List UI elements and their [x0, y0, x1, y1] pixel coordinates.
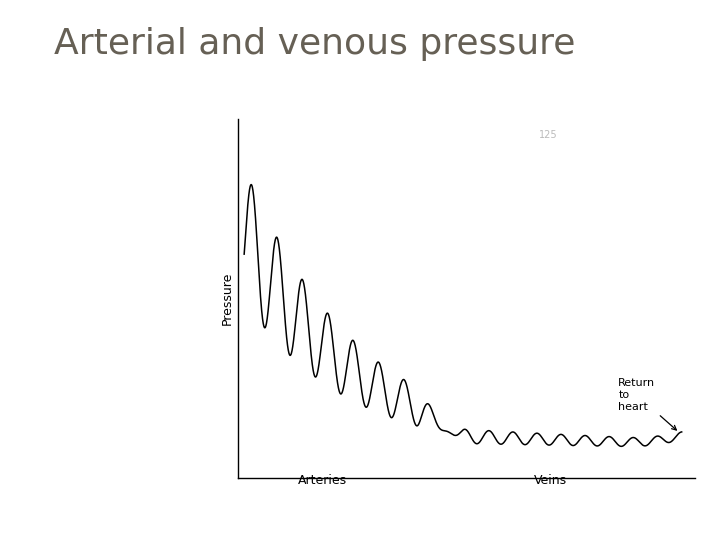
- Text: 125: 125: [539, 130, 558, 139]
- Text: Veins: Veins: [534, 474, 567, 487]
- Text: Arteries: Arteries: [298, 474, 348, 487]
- Text: 26: 26: [9, 96, 26, 109]
- Text: Arterial and venous pressure: Arterial and venous pressure: [54, 27, 575, 60]
- Text: Pressure
variations
throughout
the
circulatory
system
caused by
heart
contractio: Pressure variations throughout the circu…: [48, 134, 140, 372]
- Y-axis label: Pressure: Pressure: [220, 272, 233, 325]
- Text: Return
to
heart: Return to heart: [618, 379, 676, 430]
